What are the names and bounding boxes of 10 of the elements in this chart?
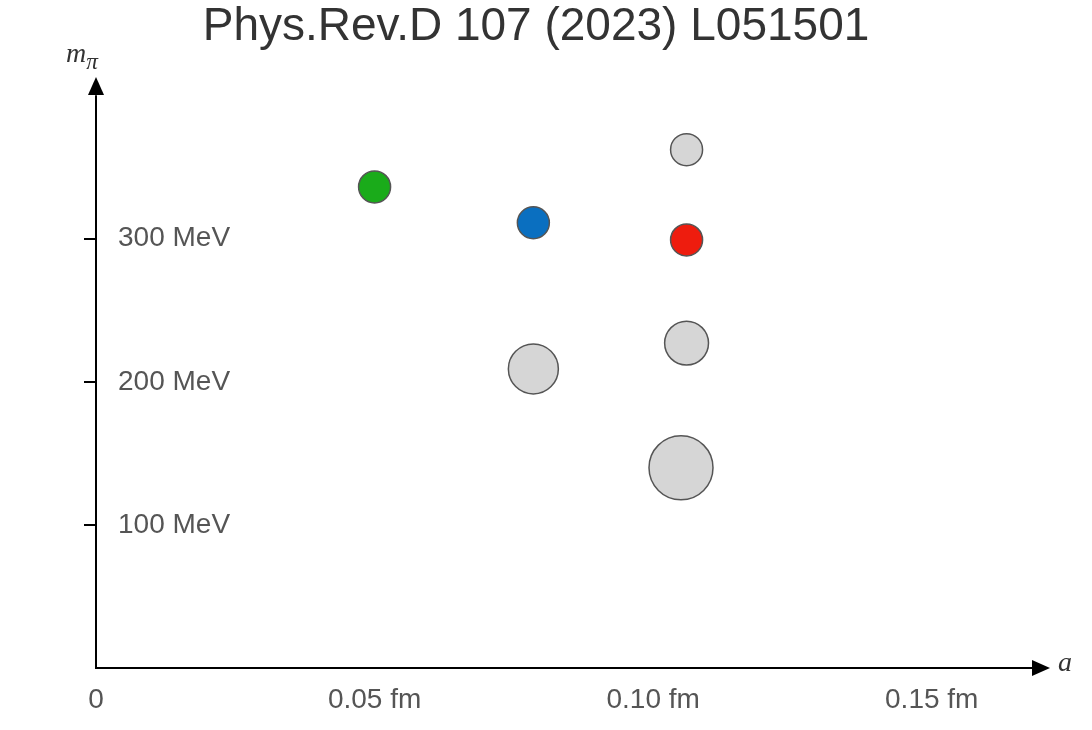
x-tick-label: 0.15 fm bbox=[885, 682, 979, 714]
chart-title: Phys.Rev.D 107 (2023) L051501 bbox=[202, 0, 870, 51]
x-tick-label: 0.10 fm bbox=[606, 682, 700, 714]
y-axis-title: m$_{π}$ bbox=[66, 37, 98, 75]
x-axis-title: a bbox=[1058, 646, 1072, 679]
y-tick-label: 200 MeV bbox=[118, 364, 231, 396]
x-tick-label: 0.05 fm bbox=[327, 682, 422, 714]
x-tick-label: 0 bbox=[88, 682, 104, 714]
y-tick-label: 300 MeV bbox=[118, 221, 231, 253]
y-tick-label: 100 MeV bbox=[118, 507, 231, 539]
